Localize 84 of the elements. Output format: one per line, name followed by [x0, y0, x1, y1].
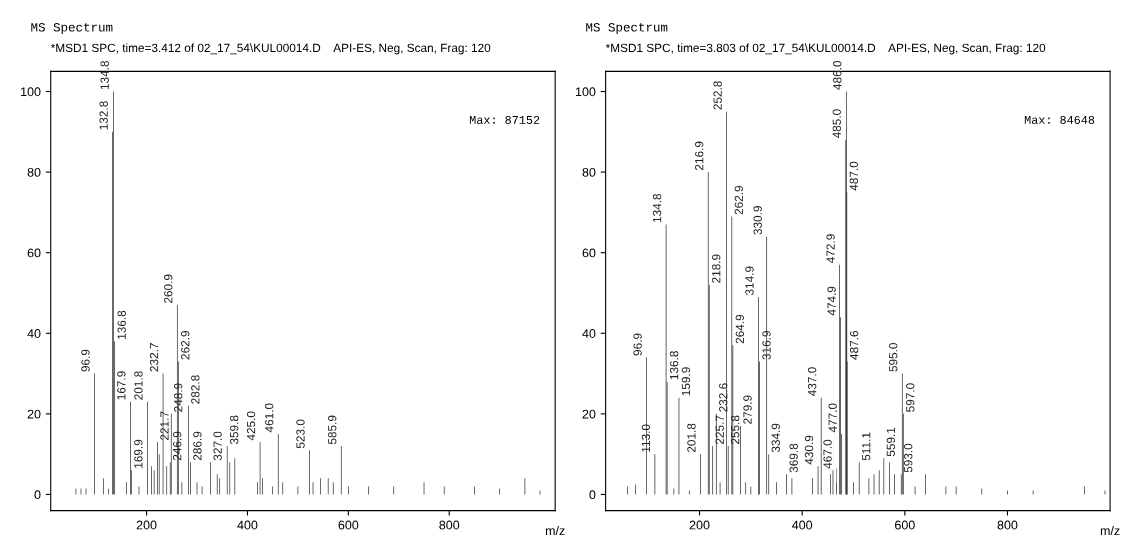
y-tick-label: 20 — [27, 409, 41, 419]
annotation: 477.0 — [828, 403, 837, 433]
x-tick-label: 600 — [895, 520, 915, 530]
chart-subtitle: *MSD1 SPC, time=3.412 of 02_17_54\KUL00014.D API-ES, Neg, Scan, Frag: 120 — [50, 43, 491, 55]
annotation: 314.9 — [745, 266, 754, 296]
annotation: 262.9 — [734, 185, 743, 215]
annotation: 169.9 — [134, 439, 143, 468]
annotation: 282.8 — [191, 375, 200, 404]
annotation: 201.8 — [687, 423, 696, 453]
x-tick-label: 200 — [136, 520, 157, 530]
annotation: 260.9 — [164, 274, 173, 303]
annotation: 132.8 — [99, 101, 108, 130]
annotation: 359.8 — [229, 415, 239, 445]
annotation: 96.9 — [81, 349, 90, 372]
annotation: 225.7 — [715, 415, 724, 445]
annotation: 486.0 — [833, 60, 842, 90]
annotation: 461.0 — [265, 403, 274, 433]
annotation: 286.9 — [193, 431, 202, 461]
x-tick-label: 400 — [237, 520, 258, 530]
chart-title: MS Spectrum — [586, 23, 668, 35]
annotation: 487.0 — [849, 161, 858, 191]
y-tick-label: 40 — [27, 329, 41, 338]
annotation: 559.1 — [886, 427, 895, 457]
annotation: 437.0 — [807, 367, 817, 396]
annotation: 467.0 — [823, 439, 832, 469]
annotation: 136.8 — [669, 351, 679, 380]
annotation: 167.9 — [117, 371, 126, 400]
x-axis-title: m/z — [1100, 525, 1120, 536]
x-tick-label: 800 — [997, 520, 1018, 530]
annotation: 262.9 — [181, 331, 190, 360]
annotation: 248.9 — [174, 383, 183, 412]
annotation: 487.6 — [849, 330, 859, 360]
x-tick-label: 600 — [338, 520, 359, 530]
x-tick-label: 200 — [689, 520, 710, 530]
x-axis-title: m/z — [545, 525, 565, 536]
annotation: Max: 84648 — [1024, 115, 1095, 124]
annotation: 134.8 — [652, 193, 662, 223]
y-tick-label: 40 — [582, 329, 596, 338]
annotation: 221.7 — [160, 411, 169, 440]
annotation: 232.7 — [149, 343, 159, 372]
annotation: 113.0 — [641, 424, 651, 452]
annotation: 252.8 — [713, 81, 722, 110]
annotation: 511.1 — [862, 432, 871, 461]
annotation: 593.0 — [904, 443, 913, 473]
annotation: 585.9 — [328, 415, 337, 445]
annotation: 430.9 — [804, 435, 814, 465]
annotation: 327.0 — [213, 431, 222, 461]
annotation: Max: 87152 — [469, 115, 540, 124]
annotation: 264.9 — [735, 314, 745, 344]
annotation: 472.9 — [826, 234, 835, 264]
annotation: 597.0 — [906, 383, 915, 412]
y-tick-label: 80 — [27, 167, 41, 177]
x-tick-label: 400 — [792, 520, 813, 530]
annotation: 232.6 — [719, 383, 728, 412]
annotation: 96.9 — [633, 333, 642, 356]
annotation: 279.9 — [743, 395, 752, 424]
y-tick-label: 80 — [582, 167, 596, 177]
annotation: 330.9 — [753, 206, 762, 235]
annotation: 159.9 — [681, 367, 691, 396]
annotation: 369.8 — [789, 443, 798, 473]
annotation: 218.9 — [712, 254, 721, 283]
annotation: 485.0 — [832, 109, 841, 139]
y-tick-label: 0 — [34, 490, 41, 500]
annotation: 474.9 — [827, 286, 836, 316]
annotation: 595.0 — [889, 342, 898, 372]
y-tick-label: 60 — [27, 248, 41, 258]
annotation: 425.0 — [246, 411, 256, 441]
annotation: 201.8 — [134, 371, 143, 400]
y-tick-label: 60 — [582, 248, 596, 258]
annotation: 134.8 — [100, 60, 109, 90]
annotation: 316.9 — [762, 331, 771, 360]
annotation: 255.8 — [730, 415, 740, 445]
y-tick-label: 100 — [21, 87, 41, 97]
y-tick-label: 20 — [582, 409, 596, 419]
annotation: 136.8 — [117, 310, 126, 339]
y-tick-label: 0 — [589, 490, 596, 500]
annotation: 216.9 — [695, 141, 704, 171]
annotation: 246.9 — [173, 431, 182, 461]
chart-subtitle: *MSD1 SPC, time=3.803 of 02_17_54\KUL00014.D API-ES, Neg, Scan, Frag: 120 — [605, 43, 1046, 55]
chart-title: MS Spectrum — [31, 23, 113, 35]
annotation: 523.0 — [296, 419, 305, 449]
x-tick-label: 800 — [439, 520, 460, 530]
annotation: 334.9 — [771, 423, 780, 453]
y-tick-label: 100 — [576, 87, 596, 97]
